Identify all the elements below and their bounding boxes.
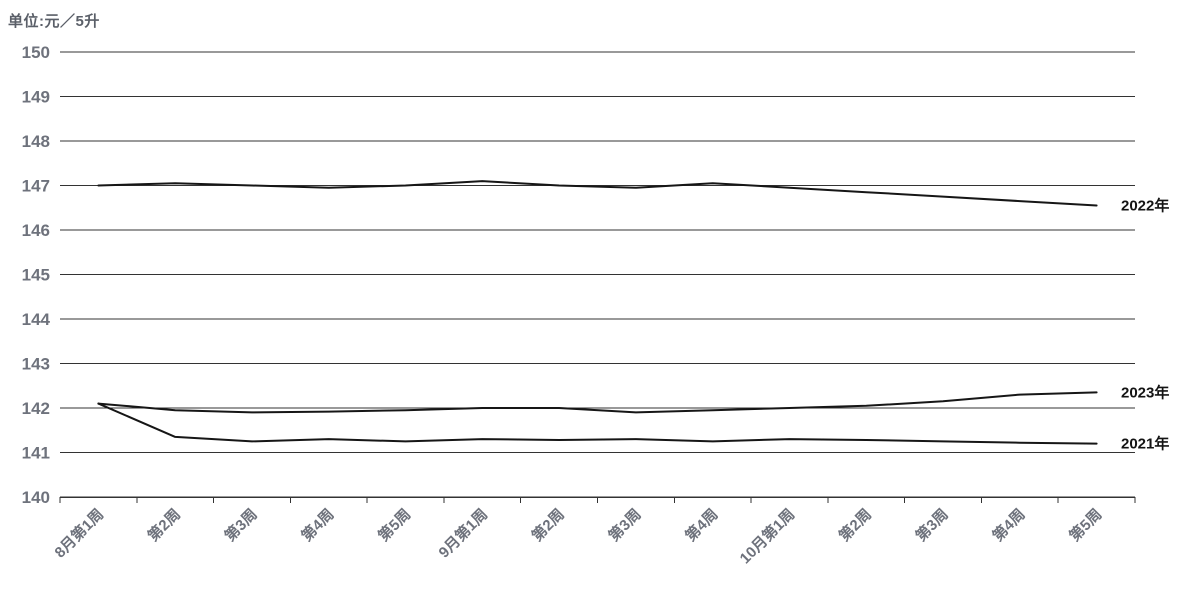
- x-axis-label: 第5周: [1066, 505, 1106, 545]
- x-axis-label: 第3周: [221, 505, 261, 545]
- series-end-label-2021: 2021年: [1121, 435, 1169, 453]
- series-end-label-2022: 2022年: [1121, 197, 1169, 215]
- y-axis-label: 147: [22, 177, 50, 196]
- y-axis-label: 150: [22, 43, 50, 62]
- x-axis-label: 8月第1周: [51, 505, 107, 561]
- y-axis-label: 149: [22, 88, 50, 107]
- x-axis-label: 第2周: [144, 505, 184, 545]
- series-line-2021: [97, 402, 1098, 445]
- y-axis-label: 141: [22, 444, 50, 463]
- y-axis-label: 140: [22, 488, 50, 507]
- x-axis-label: 第3周: [605, 505, 645, 545]
- y-axis-label: 143: [22, 355, 50, 374]
- series-line-2023: [97, 391, 1098, 414]
- x-axis-label: 第4周: [298, 505, 338, 545]
- unit-label: 单位:元／5升: [8, 13, 100, 30]
- x-axis-label: 第5周: [375, 505, 415, 545]
- x-axis-label: 第2周: [835, 505, 875, 545]
- x-axis-label: 第3周: [912, 505, 952, 545]
- x-axis-label: 第2周: [528, 505, 568, 545]
- series-line-2022: [97, 180, 1098, 207]
- x-axis-label: 9月第1周: [435, 505, 491, 561]
- x-axis-label: 第4周: [989, 505, 1029, 545]
- series-end-label-2023: 2023年: [1121, 383, 1169, 401]
- y-axis-label: 146: [22, 221, 50, 240]
- y-axis-label: 148: [22, 132, 50, 151]
- y-axis-label: 145: [22, 266, 50, 285]
- x-axis-label: 第4周: [682, 505, 722, 545]
- x-axis-label: 10月第1周: [736, 505, 798, 567]
- y-axis-label: 144: [22, 310, 51, 329]
- y-axis-label: 142: [22, 399, 50, 418]
